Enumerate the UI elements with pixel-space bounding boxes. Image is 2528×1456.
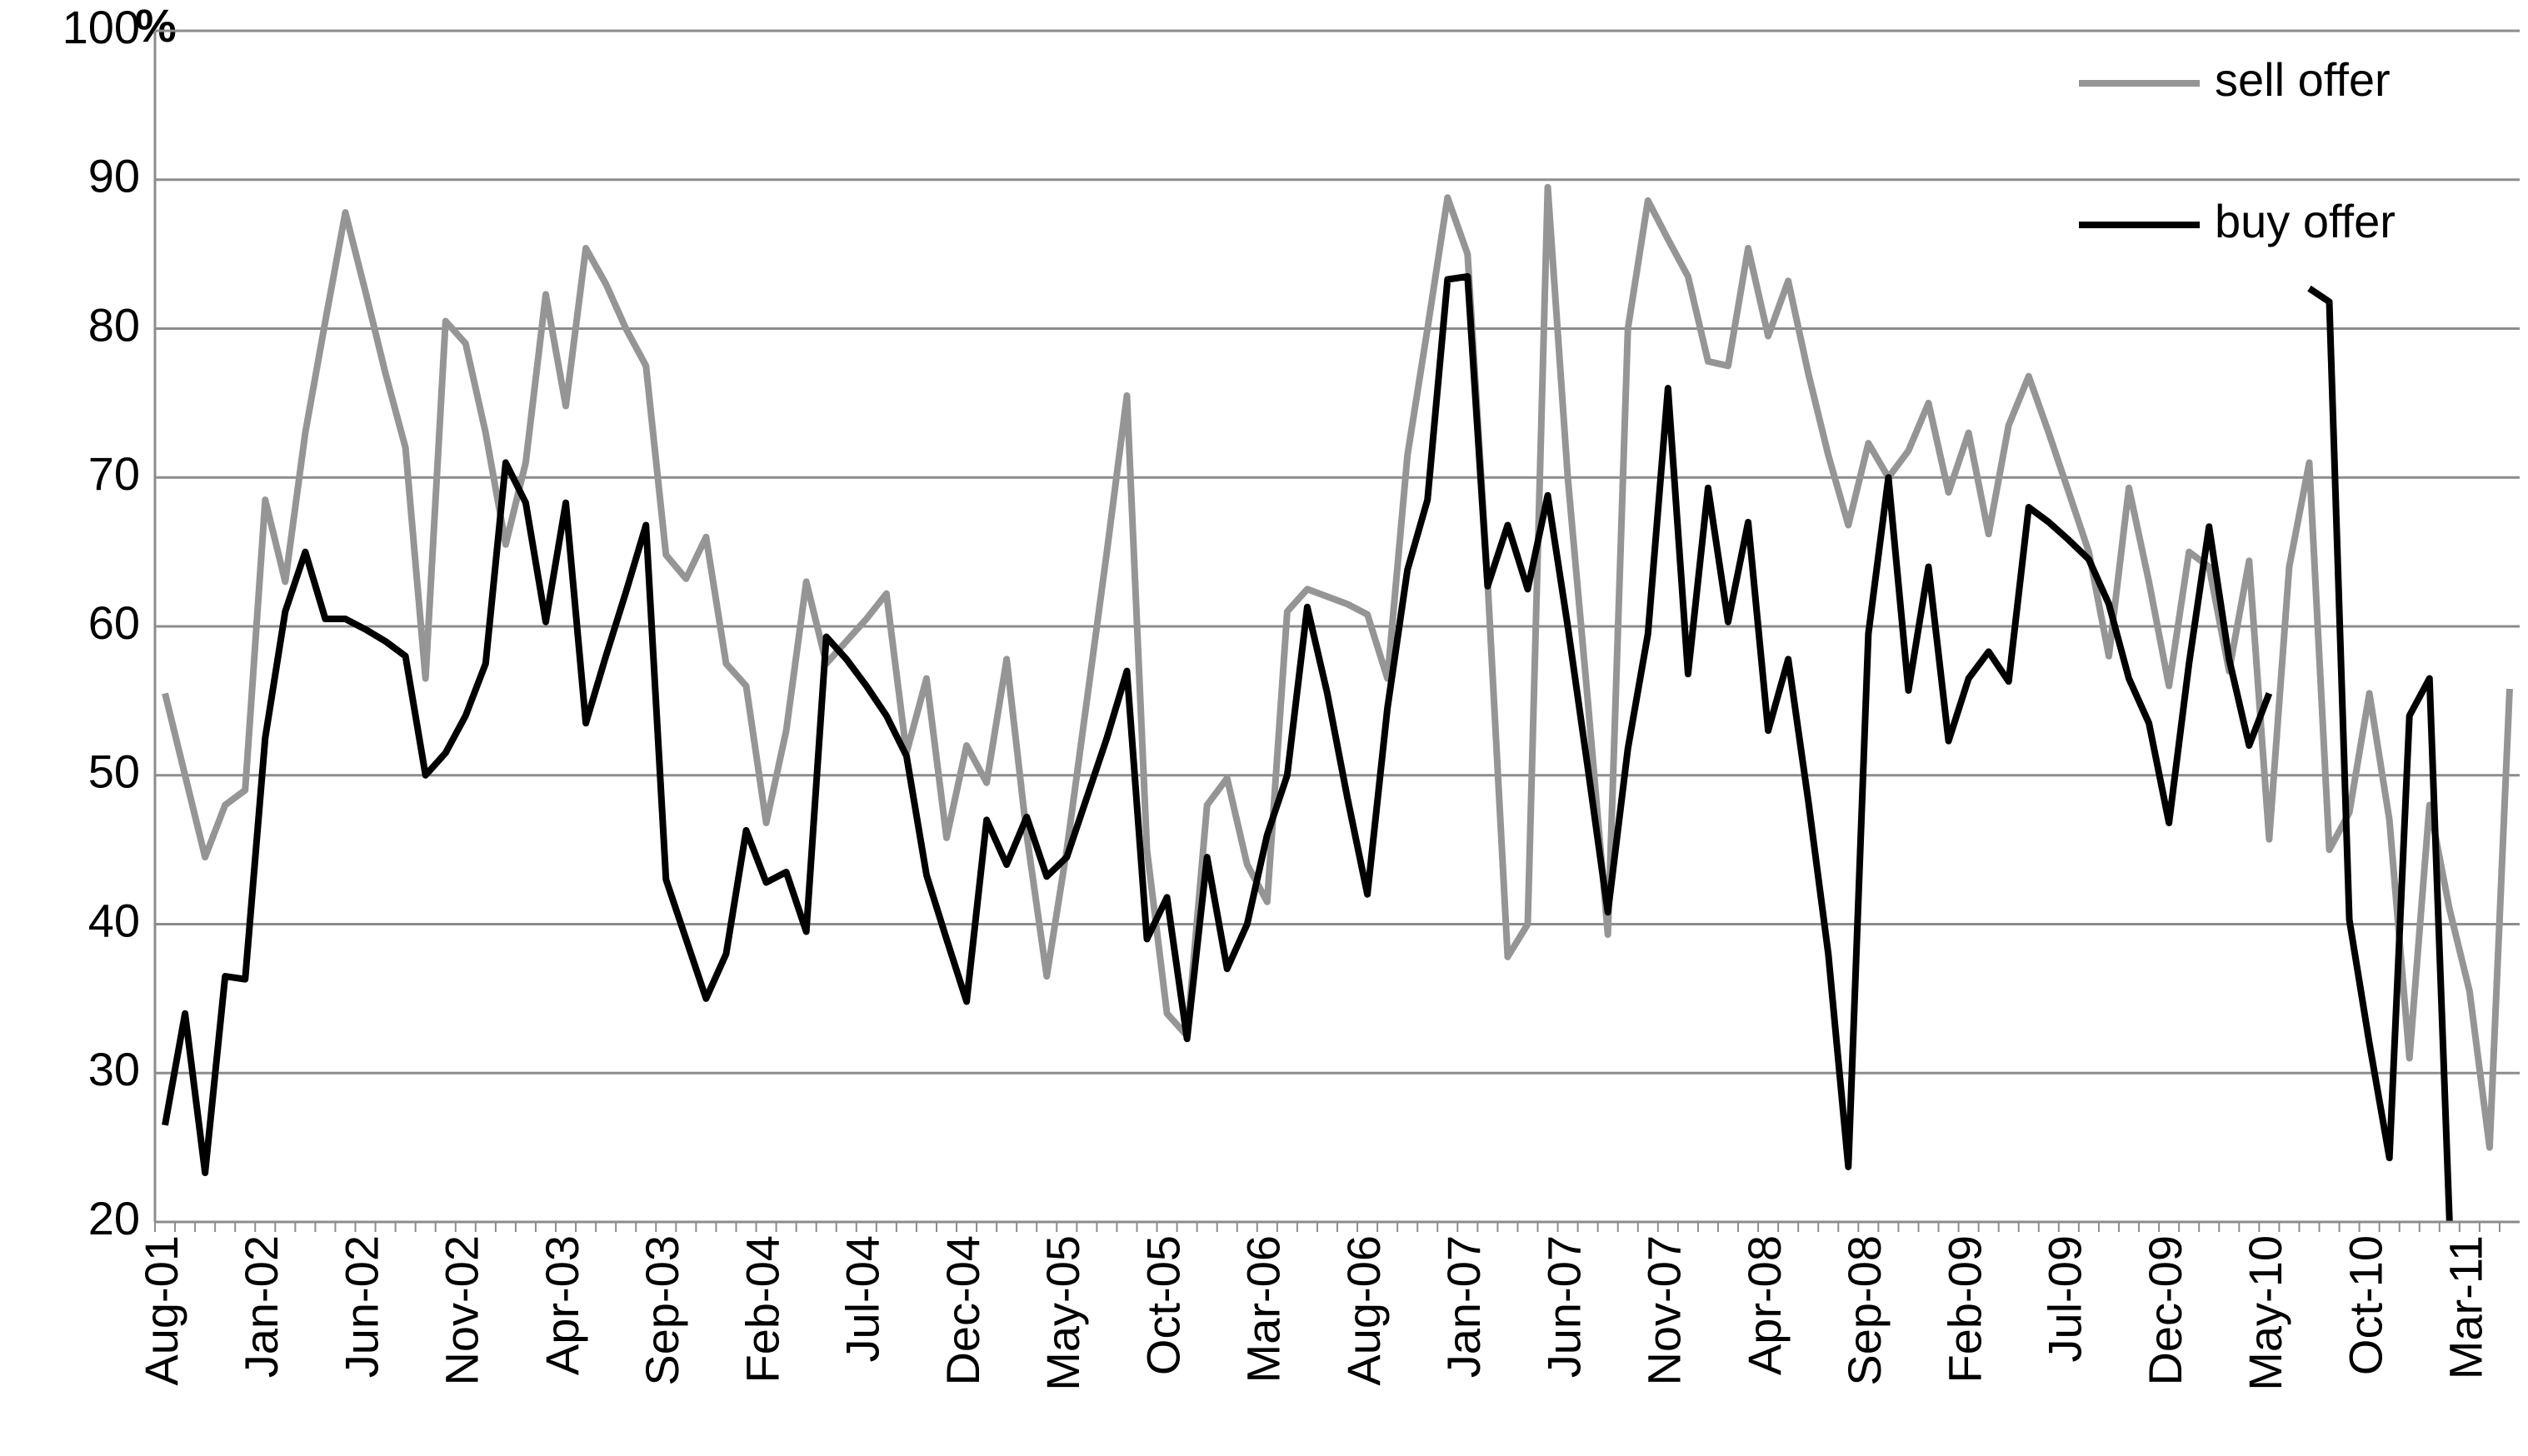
x-tick-label: May-05 xyxy=(1037,1235,1089,1391)
x-tick-label: Oct-05 xyxy=(1137,1235,1189,1375)
y-tick-label: 50 xyxy=(88,745,140,798)
x-tick-label: Jan-02 xyxy=(235,1235,287,1378)
x-tick-label: Dec-09 xyxy=(2139,1235,2191,1386)
series-line xyxy=(162,272,2453,1223)
series-line xyxy=(162,183,2513,1151)
x-tick-label: Jul-04 xyxy=(837,1235,889,1363)
x-tick-label: Apr-08 xyxy=(1738,1235,1791,1375)
x-tick-label: Sep-08 xyxy=(1838,1235,1891,1386)
x-tick-label: Sep-03 xyxy=(636,1235,688,1386)
y-tick-label: 20 xyxy=(88,1192,140,1244)
x-tick-label: May-10 xyxy=(2239,1235,2291,1391)
x-tick-label: Oct-10 xyxy=(2339,1235,2391,1375)
x-tick-label: Feb-09 xyxy=(1938,1235,1991,1383)
x-tick-label: Feb-04 xyxy=(736,1235,788,1383)
x-tick-label: Aug-06 xyxy=(1337,1235,1390,1386)
x-tick-label: Mar-11 xyxy=(2440,1235,2492,1379)
y-tick-label: 70 xyxy=(88,447,140,500)
x-tick-label: Dec-04 xyxy=(937,1235,989,1386)
y-tick-label: 100 xyxy=(62,1,140,53)
legend-label: buy offer xyxy=(2215,195,2396,247)
x-tick-label: Apr-03 xyxy=(536,1235,588,1375)
y-tick-label: 30 xyxy=(88,1043,140,1095)
x-tick-label: Nov-07 xyxy=(1638,1235,1691,1386)
y-tick-label: 60 xyxy=(88,596,140,649)
y-tick-label: 40 xyxy=(88,894,140,946)
x-tick-label: Jan-07 xyxy=(1437,1235,1490,1378)
y-tick-label: 90 xyxy=(88,150,140,202)
x-tick-label: Jul-09 xyxy=(2039,1235,2091,1363)
x-tick-label: Mar-06 xyxy=(1237,1235,1290,1383)
y-tick-label: 80 xyxy=(88,298,140,351)
x-tick-label: Aug-01 xyxy=(135,1235,187,1386)
x-tick-label: Jun-02 xyxy=(335,1235,387,1378)
x-tick-label: Nov-02 xyxy=(436,1235,488,1386)
legend-label: sell offer xyxy=(2215,53,2391,106)
x-tick-label: Jun-07 xyxy=(1537,1235,1590,1378)
